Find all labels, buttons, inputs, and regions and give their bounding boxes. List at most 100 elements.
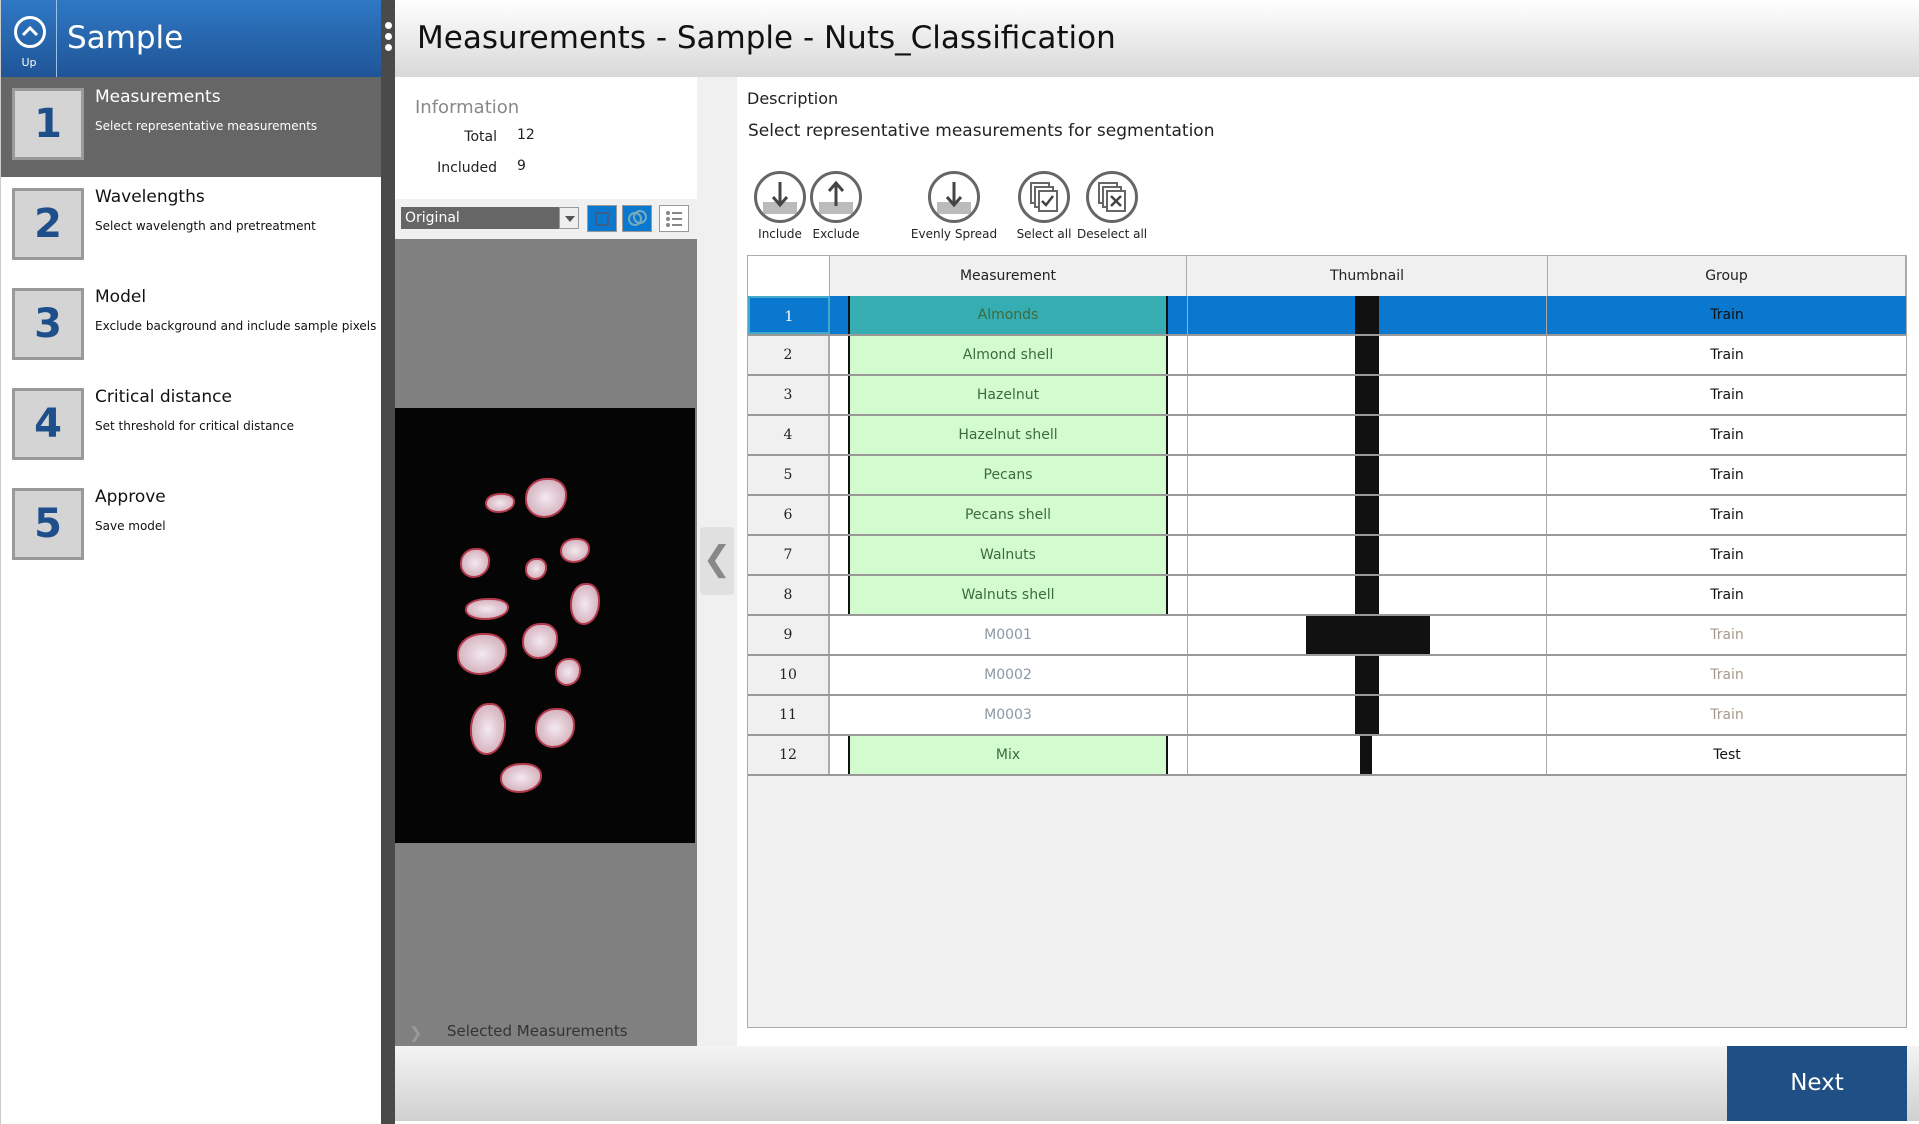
sidebar-step-critical-distance[interactable]: 4 Critical distance Set threshold for crit…	[1, 377, 382, 477]
row-number[interactable]: 9	[748, 616, 830, 654]
table-row[interactable]: 9 M0001 Train	[748, 616, 1906, 656]
step-subtitle: Exclude background and include sample pi…	[95, 319, 377, 333]
group-cell[interactable]: Train	[1710, 507, 1744, 523]
next-button[interactable]: Next	[1727, 1046, 1907, 1121]
row-number[interactable]: 5	[748, 456, 830, 494]
table-row[interactable]: 3 Hazelnut Train	[748, 376, 1906, 416]
thumbnail-cell[interactable]	[1187, 336, 1547, 374]
group-cell[interactable]: Train	[1710, 427, 1744, 443]
description-text: Select representative measurements for s…	[748, 121, 1215, 141]
column-header-measurement[interactable]: Measurement	[830, 256, 1187, 296]
measurement-cell[interactable]: Pecans shell	[848, 496, 1168, 534]
group-cell[interactable]: Train	[1710, 547, 1744, 563]
measurement-cell[interactable]: Almonds	[848, 296, 1168, 334]
sidebar-step-approve[interactable]: 5 Approve Save model	[1, 477, 382, 577]
group-cell[interactable]: Train	[1710, 587, 1744, 603]
table-row[interactable]: 10 M0002 Train	[748, 656, 1906, 696]
row-number[interactable]: 12	[748, 736, 830, 774]
row-number[interactable]: 7	[748, 536, 830, 574]
measurement-cell[interactable]: M0002	[984, 667, 1032, 683]
chevron-up-icon	[14, 16, 46, 48]
exclude-icon	[810, 171, 862, 223]
square-view-button[interactable]	[587, 205, 617, 232]
table-row[interactable]: 11 M0003 Train	[748, 696, 1906, 736]
group-cell[interactable]: Test	[1713, 747, 1741, 763]
select-all-button[interactable]: Select all	[1016, 171, 1072, 241]
measurement-cell[interactable]: Hazelnut shell	[848, 416, 1168, 454]
group-cell[interactable]: Train	[1710, 387, 1744, 403]
column-header-group[interactable]: Group	[1548, 256, 1906, 296]
included-value: 9	[517, 158, 526, 174]
thumbnail-cell[interactable]	[1187, 416, 1547, 454]
measurement-cell[interactable]: Hazelnut	[848, 376, 1168, 414]
thumbnail-cell[interactable]	[1187, 536, 1547, 574]
thumbnail-cell[interactable]	[1187, 576, 1547, 614]
row-number[interactable]: 11	[748, 696, 830, 734]
measurement-cell[interactable]: Walnuts	[848, 536, 1168, 574]
sidebar-step-model[interactable]: 3 Model Exclude background and include sam…	[1, 277, 382, 377]
row-number[interactable]: 8	[748, 576, 830, 614]
thumbnail-cell[interactable]	[1187, 376, 1547, 414]
row-number[interactable]: 10	[748, 656, 830, 694]
row-number[interactable]: 2	[748, 336, 830, 374]
thumbnail-image	[1355, 296, 1379, 334]
measurement-cell[interactable]: Mix	[848, 736, 1168, 774]
row-number[interactable]: 1	[748, 296, 830, 334]
thumbnail-image	[1355, 496, 1379, 534]
evenly-spread-button[interactable]: Evenly Spread	[909, 171, 999, 241]
thumbnail-cell[interactable]	[1187, 656, 1547, 694]
collapse-strip: ❮	[697, 77, 737, 1046]
sidebar-step-wavelengths[interactable]: 2 Wavelengths Select wavelength and pretre…	[1, 177, 382, 277]
row-number[interactable]: 6	[748, 496, 830, 534]
group-cell[interactable]: Train	[1710, 307, 1744, 323]
footer-bar: Next	[395, 1046, 1919, 1121]
measurement-cell[interactable]: M0001	[984, 627, 1032, 643]
include-button[interactable]: Include	[752, 171, 808, 241]
measurement-cell[interactable]: Pecans	[848, 456, 1168, 494]
step-number: 1	[12, 88, 84, 160]
table-row[interactable]: 2 Almond shell Train	[748, 336, 1906, 376]
sidebar-step-measurements[interactable]: 1 Measurements Select representative measu…	[1, 77, 382, 177]
column-header-thumbnail[interactable]: Thumbnail	[1187, 256, 1548, 296]
overlap-circles-icon	[628, 210, 647, 226]
image-toolbar: Original	[395, 199, 697, 239]
measurement-cell[interactable]: Almond shell	[848, 336, 1168, 374]
thumbnail-cell[interactable]	[1187, 496, 1547, 534]
table-row[interactable]: 4 Hazelnut shell Train	[748, 416, 1906, 456]
table-row[interactable]: 7 Walnuts Train	[748, 536, 1906, 576]
group-cell[interactable]: Train	[1710, 627, 1744, 643]
row-number[interactable]: 3	[748, 376, 830, 414]
table-row[interactable]: 6 Pecans shell Train	[748, 496, 1906, 536]
group-cell[interactable]: Train	[1710, 667, 1744, 683]
list-view-button[interactable]	[659, 205, 689, 232]
table-row[interactable]: 1 Almonds Train	[748, 296, 1906, 336]
exclude-button[interactable]: Exclude	[808, 171, 864, 241]
measurement-cell[interactable]: Walnuts shell	[848, 576, 1168, 614]
overlay-view-button[interactable]	[622, 205, 652, 232]
thumbnail-image	[1355, 576, 1379, 614]
thumbnail-cell[interactable]	[1187, 696, 1547, 734]
row-number[interactable]: 4	[748, 416, 830, 454]
collapse-panel-button[interactable]: ❮	[700, 527, 734, 595]
chevron-right-icon[interactable]: ❯	[409, 1023, 423, 1042]
selected-measurements-toggle[interactable]: Selected Measurements	[447, 1022, 628, 1040]
splitter-handle[interactable]	[381, 0, 395, 1124]
measurement-cell[interactable]: M0003	[984, 707, 1032, 723]
deselect-all-button[interactable]: Deselect all	[1077, 171, 1147, 241]
group-cell[interactable]: Train	[1710, 707, 1744, 723]
table-row[interactable]: 8 Walnuts shell Train	[748, 576, 1906, 616]
thumbnail-cell[interactable]	[1187, 736, 1547, 774]
up-button[interactable]: Up	[1, 0, 57, 77]
group-cell[interactable]: Train	[1710, 347, 1744, 363]
page-title: Measurements - Sample - Nuts_Classificat…	[417, 20, 1116, 56]
thumbnail-cell[interactable]	[1187, 296, 1547, 334]
thumbnail-cell[interactable]	[1187, 456, 1547, 494]
table-row[interactable]: 5 Pecans Train	[748, 456, 1906, 496]
thumbnail-cell[interactable]	[1187, 616, 1547, 654]
table-row[interactable]: 12 Mix Test	[748, 736, 1906, 776]
view-select[interactable]: Original	[401, 207, 579, 229]
included-label: Included	[437, 160, 497, 176]
description-heading: Description	[747, 89, 839, 108]
group-cell[interactable]: Train	[1710, 467, 1744, 483]
thumbnail-image	[1355, 456, 1379, 494]
